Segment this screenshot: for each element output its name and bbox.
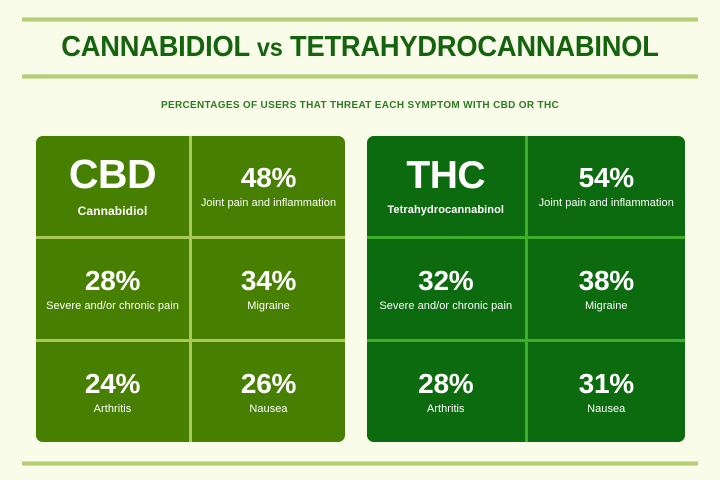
stat-label: Arthritis [426, 403, 465, 416]
page-subtitle: PERCENTAGES OF USERS THAT THREAT EACH SY… [160, 99, 560, 111]
stat-value: 26% [240, 367, 297, 399]
cbd-stat-migraine: 34% Migraine [192, 239, 345, 339]
stat-value: 48% [240, 161, 297, 193]
stat-value: 28% [418, 367, 474, 399]
cbd-brand-cell: CBD Cannabidiol [36, 136, 189, 236]
stat-label: Joint pain and inflammation [200, 197, 337, 210]
cbd-stat-nausea: 26% Nausea [192, 342, 345, 442]
thc-abbreviation: THC [406, 153, 486, 197]
stat-value: 34% [240, 264, 297, 296]
cbd-abbreviation: CBD [68, 150, 157, 197]
title-part-thc: TETRAHYDROCANNABINOL [289, 31, 659, 63]
thc-stat-chronic-pain: 32% Severe and/or chronic pain [367, 239, 525, 339]
thc-full-name: Tetrahydrocannabinol [387, 204, 505, 217]
cbd-panel: CBD Cannabidiol 48% Joint pain and infla… [36, 136, 345, 442]
stat-label: Severe and/or chronic pain [46, 300, 179, 313]
top-divider-rule [22, 17, 698, 22]
thc-brand-cell: THC Tetrahydrocannabinol [367, 136, 525, 236]
title-versus: vs [256, 34, 283, 62]
stat-label: Migraine [584, 300, 628, 313]
cbd-full-name: Cannabidiol [77, 204, 148, 219]
stat-label: Joint pain and inflammation [538, 197, 674, 210]
cbd-stat-arthritis: 24% Arthritis [36, 342, 189, 442]
stat-value: 28% [84, 264, 141, 296]
stat-label: Migraine [247, 300, 290, 313]
stat-label: Nausea [587, 403, 626, 416]
thc-stat-nausea: 31% Nausea [527, 342, 685, 442]
thc-stat-migraine: 38% Migraine [527, 239, 685, 339]
stat-label: Nausea [249, 403, 288, 416]
thc-panel: THC Tetrahydrocannabinol 54% Joint pain … [367, 136, 685, 442]
stat-value: 38% [578, 264, 634, 296]
thc-stat-joint-pain: 54% Joint pain and inflammation [527, 136, 685, 236]
bottom-divider-rule [22, 461, 698, 466]
stat-label: Severe and/or chronic pain [379, 300, 513, 313]
title-part-cannabidiol: CANNABIDIOL [61, 31, 250, 63]
stat-value: 54% [578, 161, 634, 193]
thc-stat-arthritis: 28% Arthritis [367, 342, 525, 442]
stat-value: 31% [578, 367, 634, 399]
title-divider-rule [22, 74, 698, 79]
cbd-stat-joint-pain: 48% Joint pain and inflammation [192, 136, 345, 236]
stat-label: Arthritis [93, 403, 132, 416]
stat-value: 24% [84, 367, 141, 399]
stat-value: 32% [418, 264, 474, 296]
page-title: CANNABIDIOL vs TETRAHYDROCANNABINOL [22, 31, 699, 64]
cbd-stat-chronic-pain: 28% Severe and/or chronic pain [36, 239, 189, 339]
